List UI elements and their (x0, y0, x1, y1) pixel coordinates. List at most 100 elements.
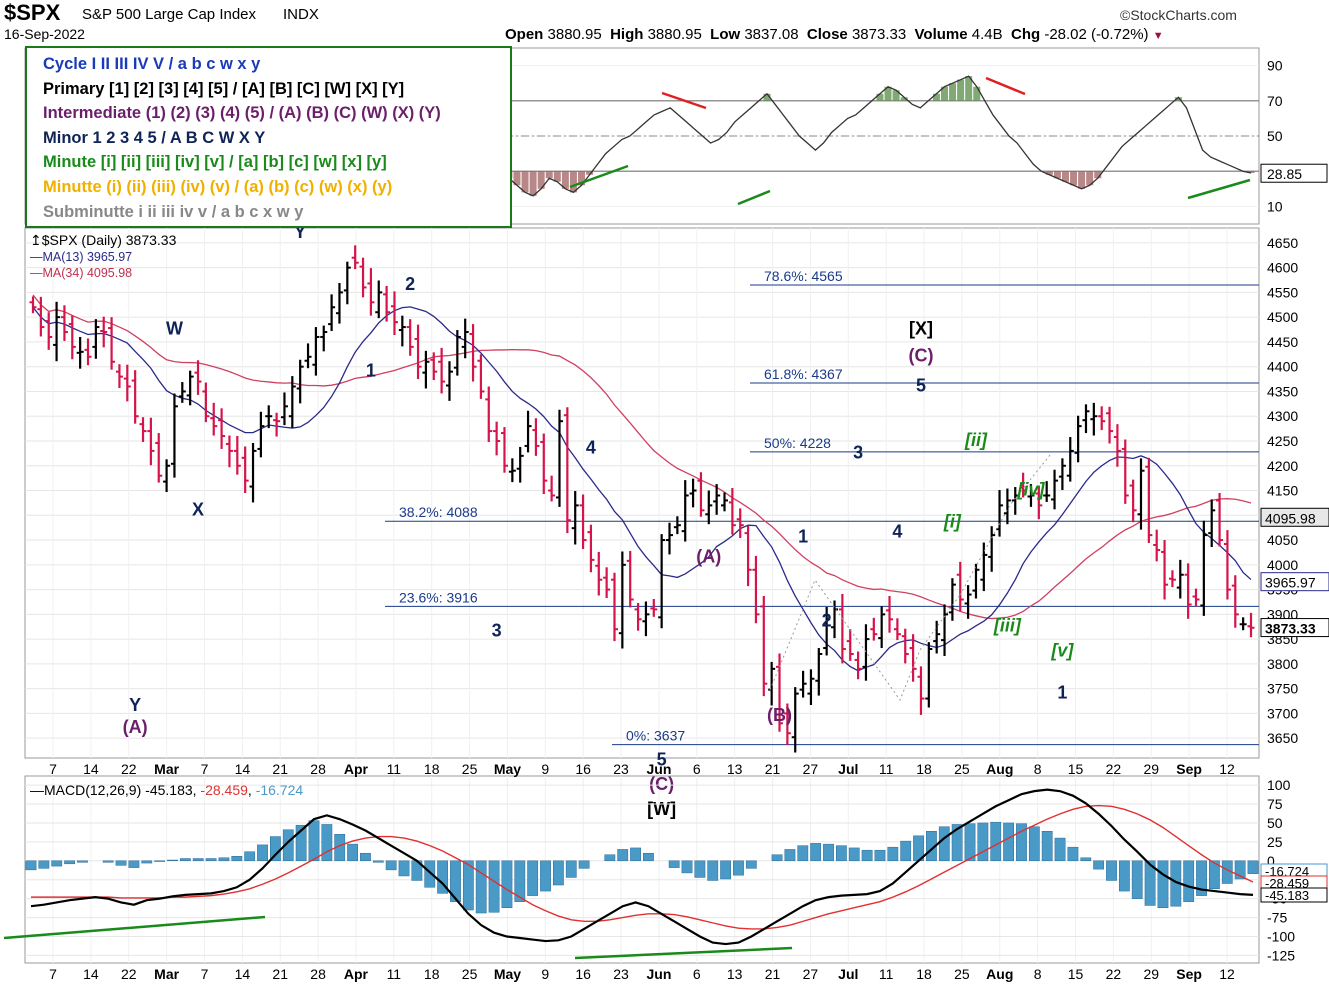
macd-hist-bar (668, 860, 680, 868)
rsi-divergence-line (985, 76, 1026, 96)
ohlc-bar (351, 245, 359, 270)
price-tick-label: 4050 (1267, 532, 1298, 548)
rsi-last-label: 28.85 (1267, 166, 1302, 182)
macd-date-tick-label: 28 (310, 966, 326, 982)
ohlc-bar (273, 412, 281, 437)
ohlc-bar (320, 325, 328, 352)
macd-tick-label: 100 (1267, 777, 1291, 793)
ohlc-bar (241, 446, 249, 493)
price-tick-label: 3800 (1267, 656, 1298, 672)
ohlc-bar (1168, 570, 1176, 588)
price-tick-label: 4250 (1267, 433, 1298, 449)
price-value-label: 4095.98 (1265, 510, 1316, 526)
ohlc-bar (108, 317, 116, 370)
ohlc-bar (100, 316, 108, 348)
down-triangle-icon: ▼ (1152, 30, 1164, 42)
legend-subminutte: Subminutte i ii iii iv v / a b c x w y (43, 202, 304, 221)
macd-hist-bar (784, 849, 796, 862)
close-label: Close (806, 26, 848, 43)
ma34-line (32, 294, 1252, 620)
macd-hist-bar (1247, 860, 1259, 874)
macd-hist-bar (552, 860, 564, 886)
date-tick-label: 21 (272, 761, 288, 777)
ohlc-bar (846, 629, 854, 661)
wave-label: 5 (657, 749, 667, 769)
ohlc-bar (634, 602, 642, 631)
date-tick-label: May (494, 761, 521, 777)
macd-hist-bar (745, 860, 757, 869)
wave-label: (A) (123, 717, 148, 737)
macd-hist-value: -16.724 (255, 782, 304, 798)
ohlc-bar (980, 542, 988, 592)
series-label: $SPX (Daily) 3873.33 (41, 232, 177, 248)
macd-hist-bar (475, 860, 487, 914)
macd-date-tick-label: 13 (727, 966, 743, 982)
macd-tick-label: -125 (1267, 947, 1295, 963)
ohlc-bar (485, 386, 493, 442)
macd-date-tick-label: 21 (765, 966, 781, 982)
ohlc-bar (650, 599, 658, 617)
macd-hist-bar (308, 820, 320, 862)
ma34-legend: —MA(34) 4095.98 (30, 266, 132, 280)
macd-hist-bar (501, 860, 513, 908)
date-tick-label: Aug (986, 761, 1013, 777)
price-panel-frame (24, 227, 1260, 759)
low-label: Low (710, 26, 741, 43)
fib-level-label: 50%: 4228 (764, 435, 831, 451)
ohlc-bar (438, 347, 446, 394)
macd-hist-bar (257, 844, 268, 862)
ohlc-bar (1137, 458, 1145, 530)
wave-label: [iii] (993, 616, 1022, 636)
ohlc-bar (886, 596, 894, 633)
chg-value: -28.02 (-0.72%) (1044, 26, 1149, 43)
ma13-legend: —MA(13) 3965.97 (30, 250, 132, 264)
ohlc-bar (304, 343, 312, 369)
macd-date-tick-label: 23 (613, 966, 629, 982)
ohlc-bar (163, 459, 171, 493)
ohlc-bar (1121, 439, 1129, 504)
wave-label: [X] (909, 318, 933, 338)
ohlc-bar (225, 435, 233, 468)
date-tick-label: 25 (954, 761, 970, 777)
wave-label: 2 (405, 274, 415, 294)
ohlc-bar (1074, 415, 1082, 463)
macd-hist-bar (77, 860, 88, 863)
wave-label: [i] (943, 512, 962, 532)
macd-hist-bar (1234, 860, 1246, 880)
wave-label: 3 (853, 442, 863, 462)
ohlc-bar (375, 280, 383, 319)
wave-label: (C) (908, 346, 933, 366)
ohlc-bar (705, 490, 713, 525)
ohlc-bar (933, 620, 941, 654)
date-tick-label: 29 (1143, 761, 1159, 777)
ohlc-bar (925, 642, 933, 708)
stockcharts-brand[interactable]: ©StockCharts.com (1120, 7, 1237, 23)
ohlc-bar (1051, 469, 1059, 510)
macd-hist-bar (514, 860, 526, 902)
ohlc-bar (343, 261, 351, 305)
date-tick-label: 21 (765, 761, 781, 777)
ohlc-bar (123, 364, 131, 402)
ohlc-bar (422, 350, 430, 389)
ohlc-bar (1239, 617, 1247, 631)
macd-hist-bar (321, 824, 333, 862)
macd-hist-bar (205, 858, 217, 862)
macd-date-tick-label: 21 (272, 966, 288, 982)
macd-date-tick-label: 7 (201, 966, 209, 982)
ohlc-bar (335, 282, 343, 324)
ohlc-bar (1090, 402, 1098, 436)
date-tick-label: 18 (424, 761, 440, 777)
date-tick-label: 18 (916, 761, 932, 777)
macd-tick-label: 25 (1267, 834, 1283, 850)
date-tick-label: 7 (49, 761, 57, 777)
macd-hist-bar (179, 858, 191, 862)
ma13-line (32, 306, 1252, 672)
macd-hist-bar (128, 860, 140, 868)
ohlc-bar (280, 392, 288, 426)
date-tick-label: 22 (1106, 761, 1122, 777)
macd-date-tick-label: 15 (1068, 966, 1084, 982)
ohlc-bar (736, 508, 744, 539)
macd-divergence-line (574, 946, 793, 960)
rsi-tick-label: 10 (1267, 198, 1283, 214)
ohlc-bar (131, 370, 139, 424)
